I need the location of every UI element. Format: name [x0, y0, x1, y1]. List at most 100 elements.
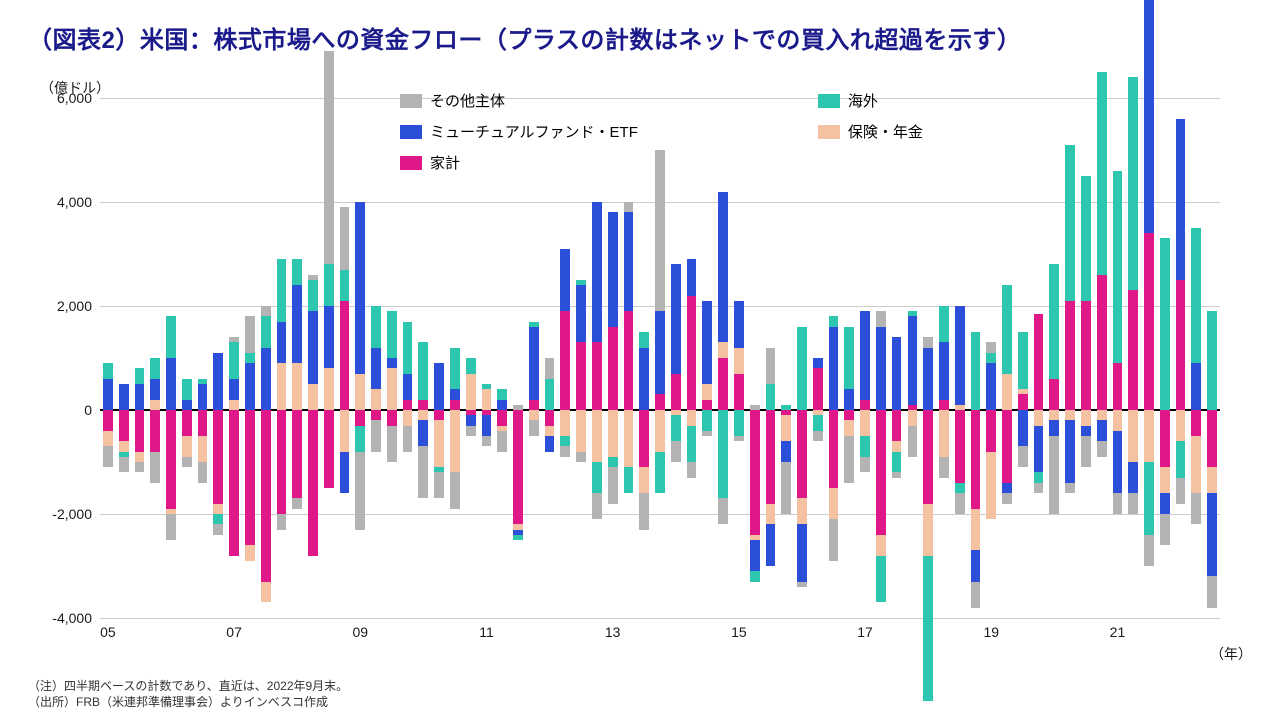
bar-seg-other [734, 436, 744, 441]
bar-column [324, 98, 334, 618]
bar-seg-funds [166, 358, 176, 410]
bar-seg-foreign [245, 353, 255, 363]
bar-seg-household [923, 410, 933, 504]
bar-seg-other [150, 452, 160, 483]
bar-seg-insurance [403, 410, 413, 426]
bar-seg-funds [1034, 426, 1044, 473]
bar-seg-foreign [513, 535, 523, 540]
bar-seg-household [450, 400, 460, 410]
bar-seg-household [513, 410, 523, 524]
bar-seg-other [1034, 483, 1044, 493]
bar-seg-foreign [1002, 285, 1012, 373]
bar-seg-other [387, 426, 397, 462]
legend: その他主体海外ミューチュアルファンド・ETF保険・年金家計 [400, 90, 923, 173]
bar-seg-other [892, 472, 902, 477]
bar-seg-funds [119, 384, 129, 410]
bar-seg-other [986, 342, 996, 352]
bar-seg-insurance [1081, 410, 1091, 426]
bar-seg-insurance [876, 535, 886, 556]
bar-seg-household [340, 301, 350, 410]
bar-seg-funds [1191, 363, 1201, 410]
bar-seg-funds [482, 415, 492, 436]
bar-seg-funds [1097, 420, 1107, 441]
bar-seg-household [687, 296, 697, 410]
bar-seg-other [766, 348, 776, 384]
bar-seg-insurance [576, 410, 586, 452]
bar-seg-funds [908, 316, 918, 404]
bar-seg-foreign [371, 306, 381, 348]
legend-swatch [818, 125, 840, 139]
bar-seg-household [403, 400, 413, 410]
note-2: （出所）FRB（米連邦準備理事会）よりインベスコ作成 [28, 693, 328, 710]
bar-seg-funds [1081, 426, 1091, 436]
bar-seg-funds [576, 285, 586, 342]
bar-seg-funds [955, 306, 965, 405]
bar-column [797, 98, 807, 618]
bar-seg-insurance [418, 410, 428, 420]
x-tick-label: 07 [226, 624, 242, 640]
bar-seg-funds [702, 301, 712, 384]
bar-seg-foreign [702, 410, 712, 431]
legend-item-foreign: 海外 [818, 90, 923, 111]
bar-seg-household [797, 410, 807, 498]
bar-seg-foreign [545, 379, 555, 410]
bar-seg-other [292, 498, 302, 508]
bar-seg-foreign [1097, 72, 1107, 275]
bar-seg-foreign [1160, 238, 1170, 410]
bar-seg-insurance [434, 420, 444, 467]
bar-seg-funds [813, 358, 823, 368]
bar-seg-insurance [1049, 410, 1059, 420]
bar-column [939, 98, 949, 618]
bar-seg-funds [355, 202, 365, 374]
bar-seg-foreign [1065, 145, 1075, 301]
bar-seg-other [545, 358, 555, 379]
bar-column [718, 98, 728, 618]
bar-seg-household [560, 311, 570, 410]
bar-seg-other [939, 457, 949, 478]
bar-seg-funds [292, 285, 302, 363]
bar-seg-insurance [198, 436, 208, 462]
bar-seg-funds [986, 363, 996, 410]
bar-seg-funds [797, 524, 807, 581]
bar-seg-other [844, 436, 854, 483]
bar-seg-funds [545, 436, 555, 452]
bar-column [150, 98, 160, 618]
bar-seg-other [687, 462, 697, 478]
bar-seg-household [892, 410, 902, 441]
bar-column [923, 98, 933, 618]
bar-column [1207, 98, 1217, 618]
bar-seg-foreign [103, 363, 113, 379]
bar-seg-other [1128, 493, 1138, 514]
grid-line [100, 618, 1220, 619]
bar-seg-funds [639, 348, 649, 410]
bar-seg-other [103, 446, 113, 467]
bar-seg-other [434, 472, 444, 498]
bar-seg-other [1002, 493, 1012, 503]
bar-seg-other [340, 207, 350, 269]
bar-seg-other [971, 582, 981, 608]
bar-seg-foreign [876, 556, 886, 603]
bar-seg-household [592, 342, 602, 410]
bar-column [608, 98, 618, 618]
bar-column [639, 98, 649, 618]
legend-label: ミューチュアルファンド・ETF [430, 121, 638, 142]
bar-seg-other [797, 582, 807, 587]
bar-seg-other [1049, 436, 1059, 514]
bar-seg-funds [135, 384, 145, 410]
bar-seg-other [1191, 493, 1201, 524]
bar-seg-household [324, 410, 334, 488]
bar-seg-foreign [813, 415, 823, 431]
bar-seg-funds [1018, 410, 1028, 446]
bar-column [119, 98, 129, 618]
bar-seg-funds [277, 322, 287, 364]
bar-seg-funds [939, 342, 949, 399]
bar-seg-funds [734, 301, 744, 348]
bar-seg-household [955, 410, 965, 483]
bar-seg-funds [403, 374, 413, 400]
bar-seg-other [908, 426, 918, 457]
x-tick-label: 13 [605, 624, 621, 640]
bar-seg-funds [766, 524, 776, 566]
bar-seg-insurance [718, 342, 728, 358]
bar-seg-foreign [986, 353, 996, 363]
bar-seg-household [229, 410, 239, 556]
